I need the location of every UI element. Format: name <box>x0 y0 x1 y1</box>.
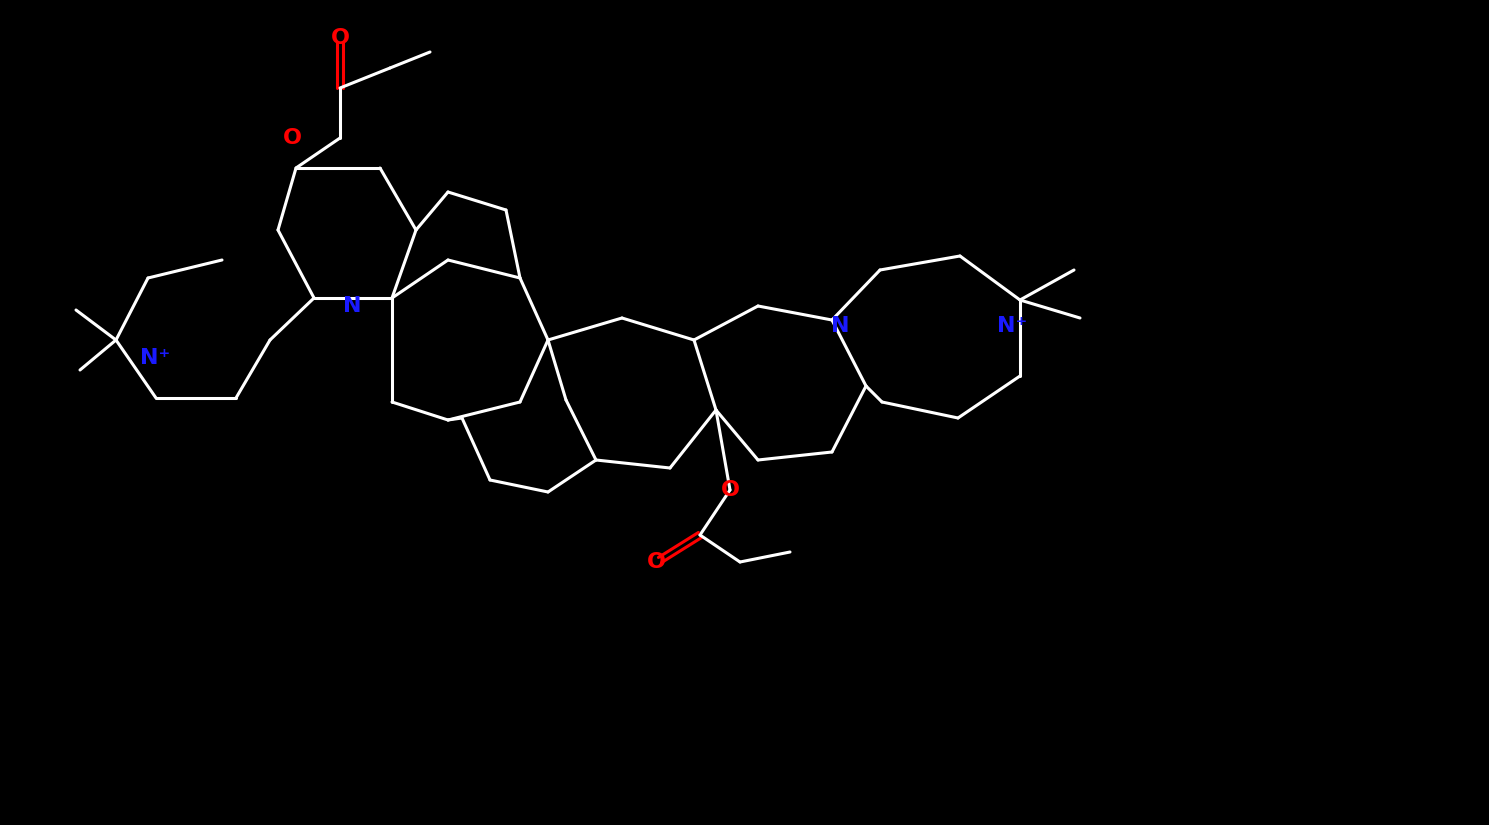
Text: N: N <box>831 316 849 336</box>
Text: O: O <box>646 552 666 572</box>
Text: O: O <box>283 128 301 148</box>
Text: N⁺: N⁺ <box>140 348 170 368</box>
Text: N: N <box>342 296 362 316</box>
Text: O: O <box>331 28 350 48</box>
Text: O: O <box>721 480 740 500</box>
Text: N⁺: N⁺ <box>996 316 1027 336</box>
